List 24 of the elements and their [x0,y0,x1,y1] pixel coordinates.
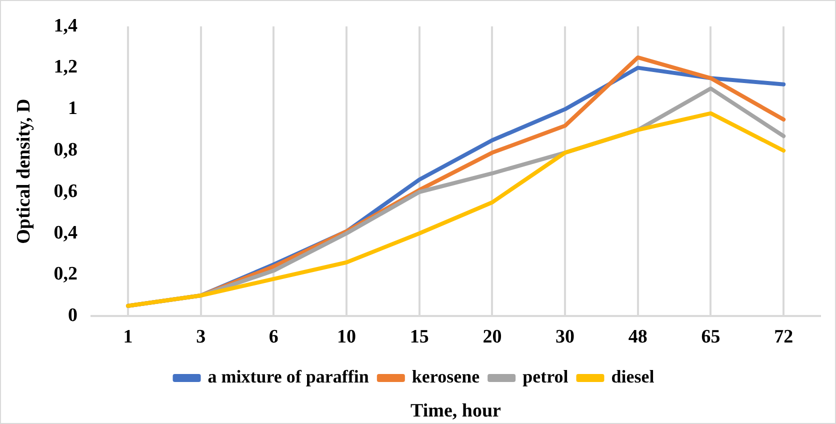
y-tick-label: 0,2 [54,264,78,285]
y-tick-label: 0,8 [54,140,78,161]
x-tick-label: 72 [774,326,794,348]
x-tick-label: 1 [123,326,133,348]
legend-label: kerosene [412,366,480,387]
y-tick-label: 0,4 [54,222,78,244]
x-tick-label: 30 [556,326,575,348]
x-tick-label: 10 [337,326,356,348]
x-tick-label: 15 [410,326,429,348]
legend-label: a mixture of paraffin [208,366,369,387]
y-tick-label: 0 [68,305,78,326]
x-tick-label: 65 [701,326,720,348]
y-tick-label: 1,4 [54,15,78,36]
y-axis-title: Optical density, D [13,98,34,244]
legend-label: diesel [611,366,654,387]
x-tick-label: 20 [482,326,502,348]
x-axis-title: Time, hour [410,400,502,422]
y-tick-label: 1 [68,98,78,120]
x-tick-label: 48 [628,326,648,348]
y-tick-label: 1,2 [54,56,78,78]
y-tick-label: 0,6 [54,180,78,202]
legend-label: petrol [522,366,568,387]
x-tick-label: 3 [196,326,206,348]
x-tick-label: 6 [268,326,278,348]
